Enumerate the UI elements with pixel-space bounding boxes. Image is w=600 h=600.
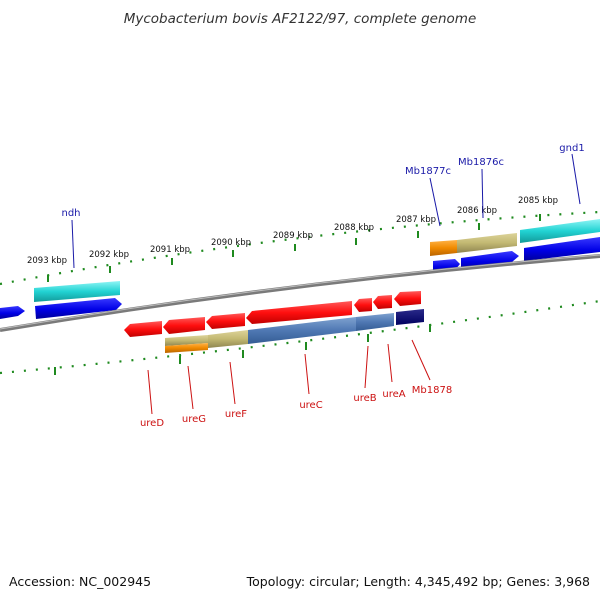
scale-label: 2089 kbp bbox=[273, 231, 313, 241]
gene-label-ureg[interactable]: ureG bbox=[182, 414, 206, 425]
gene-label-ndh[interactable]: ndh bbox=[61, 208, 80, 219]
gene-arrow[interactable] bbox=[165, 335, 208, 346]
gene-arrow[interactable] bbox=[208, 330, 248, 348]
gene-arrow[interactable] bbox=[248, 317, 356, 344]
gene-arrow[interactable] bbox=[165, 343, 208, 353]
gene-arrow[interactable] bbox=[163, 317, 205, 334]
scale-label: 2088 kbp bbox=[334, 223, 374, 233]
gene-label-urea[interactable]: ureA bbox=[382, 389, 405, 400]
scale-label: 2090 kbp bbox=[211, 238, 251, 248]
scale-label: 2085 kbp bbox=[518, 196, 558, 206]
gene-label-ureb[interactable]: ureB bbox=[353, 393, 376, 404]
scale-label: 2091 kbp bbox=[150, 245, 190, 255]
gene-arrow[interactable] bbox=[396, 309, 424, 325]
gene-label-gnd1[interactable]: gnd1 bbox=[559, 143, 584, 154]
gene-arrow[interactable] bbox=[206, 313, 245, 329]
gene-arrow[interactable] bbox=[457, 233, 517, 253]
scale-label: 2093 kbp bbox=[27, 256, 67, 266]
accession-text: Accession: NC_002945 bbox=[9, 574, 151, 589]
gene-arrow[interactable] bbox=[246, 301, 352, 324]
gene-arrow[interactable] bbox=[430, 240, 457, 256]
genome-backbone bbox=[0, 254, 600, 332]
map-title: Mycobacterium bovis AF2122/97, complete … bbox=[124, 11, 477, 27]
gene-label-mb1877c[interactable]: Mb1877c bbox=[405, 166, 451, 177]
gene-label-ured[interactable]: ureD bbox=[140, 418, 164, 429]
gene-arrow[interactable] bbox=[520, 219, 600, 243]
gene-label-mb1876c[interactable]: Mb1876c bbox=[458, 157, 504, 168]
gene-arrow[interactable] bbox=[124, 321, 162, 337]
gene-arrow[interactable] bbox=[34, 281, 120, 302]
topology-summary: Topology: circular; Length: 4,345,492 bp… bbox=[246, 574, 590, 589]
gene-arrow[interactable] bbox=[524, 237, 600, 261]
reverse-gene-labels: ureD ureG ureF ureC ureB ureA Mb1878 bbox=[140, 339, 452, 429]
scale-labels: 2093 kbp 2092 kbp 2091 kbp 2090 kbp 2089… bbox=[27, 196, 558, 266]
gene-arrow[interactable] bbox=[356, 313, 394, 331]
top-tick-track bbox=[0, 210, 600, 286]
scale-label: 2086 kbp bbox=[457, 206, 497, 216]
forward-gene-labels: ndh Mb1877c Mb1876c gnd1 bbox=[61, 143, 585, 269]
gene-label-urec[interactable]: ureC bbox=[299, 400, 322, 411]
gene-label-uref[interactable]: ureF bbox=[225, 409, 247, 420]
gene-arrow[interactable] bbox=[0, 306, 25, 319]
gene-arrow[interactable] bbox=[35, 298, 122, 319]
gene-label-mb1878[interactable]: Mb1878 bbox=[412, 385, 452, 396]
gene-arrow[interactable] bbox=[373, 295, 392, 309]
scale-label: 2087 kbp bbox=[396, 215, 436, 225]
gene-arrow[interactable] bbox=[354, 298, 372, 312]
scale-label: 2092 kbp bbox=[89, 250, 129, 260]
gene-arrow[interactable] bbox=[394, 291, 421, 306]
reverse-strand bbox=[124, 291, 424, 353]
bottom-tick-track bbox=[0, 299, 600, 375]
